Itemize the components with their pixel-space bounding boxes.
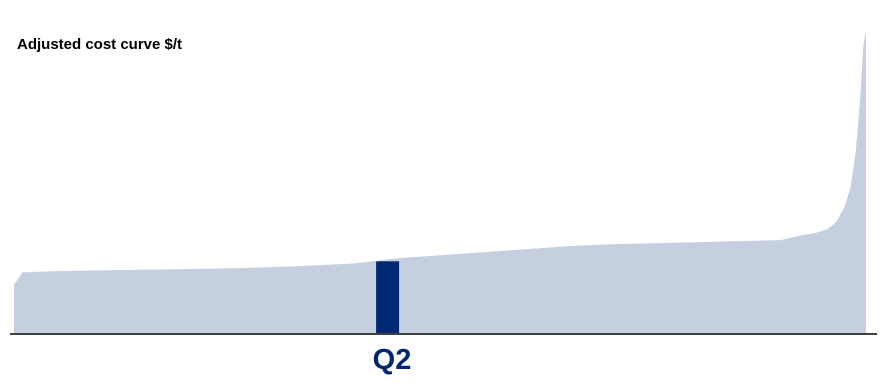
highlight-bar: [376, 261, 400, 333]
cost-curve-area: [14, 30, 866, 333]
chart-title: Adjusted cost curve $/t: [17, 36, 183, 53]
highlight-label: Q2: [372, 344, 412, 376]
